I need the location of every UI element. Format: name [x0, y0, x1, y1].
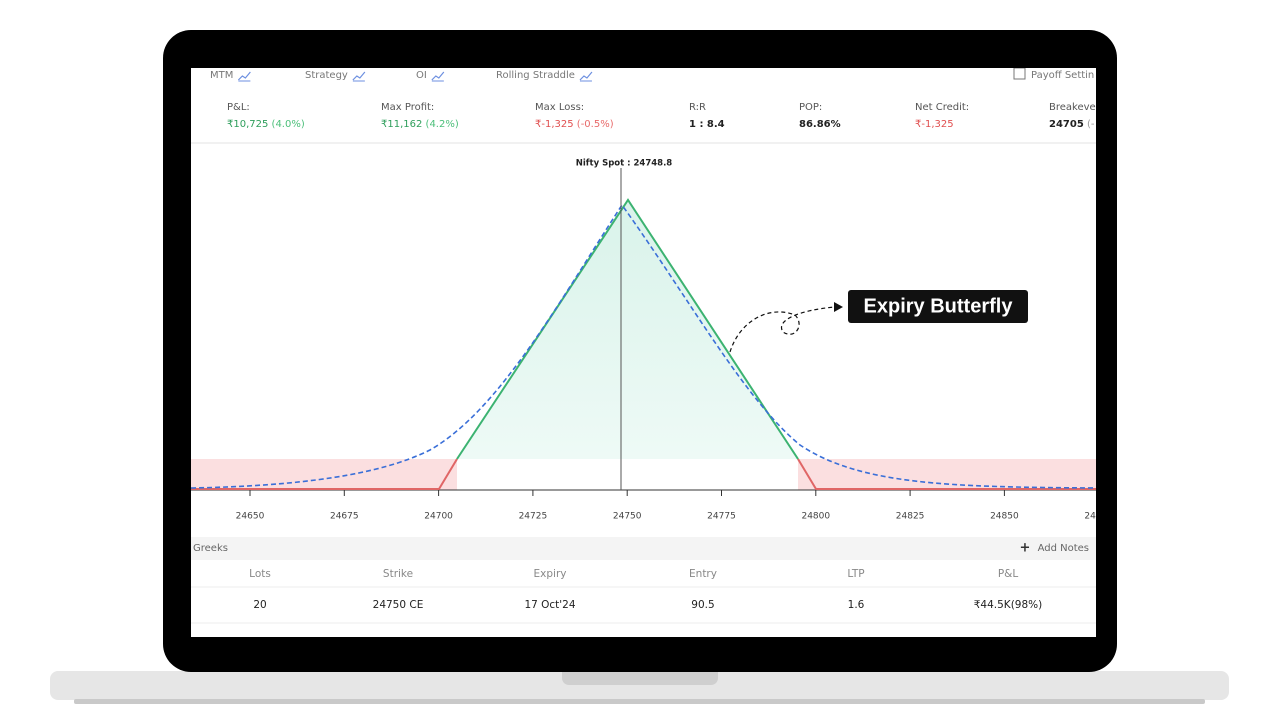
- tab[interactable]: Rolling Straddle: [496, 70, 575, 81]
- stat-value-line: 24705 (-: [1049, 119, 1095, 130]
- stat-value-line: 86.86%: [799, 119, 841, 130]
- stat-value: 24705: [1049, 119, 1084, 130]
- arrow-head: [834, 302, 843, 312]
- annotation-box: [848, 290, 1028, 323]
- table-cell: 20: [253, 599, 266, 611]
- payoff-settings[interactable]: Payoff Settin: [1031, 70, 1094, 81]
- stat-label: Net Credit:: [915, 102, 969, 113]
- tab-icon: [237, 71, 251, 81]
- stat-label: Max Loss:: [535, 102, 584, 113]
- table-header: Expiry: [534, 568, 567, 580]
- stat-value: ₹10,725: [227, 119, 268, 130]
- table-cell: 90.5: [691, 599, 714, 611]
- table-header: LTP: [847, 568, 864, 580]
- profit-zone: [457, 200, 798, 459]
- x-tick-label: 24825: [896, 512, 925, 522]
- x-tick-label: 24675: [330, 512, 359, 522]
- plus-icon: +: [1020, 541, 1031, 556]
- stat-label: Max Profit:: [381, 102, 434, 113]
- stat-value-line: ₹-1,325 (-0.5%): [535, 119, 614, 130]
- x-tick-label: 24700: [424, 512, 453, 522]
- loss-zone: [191, 459, 457, 490]
- payoff-loss: [191, 458, 458, 490]
- table-cell: 1.6: [848, 599, 865, 611]
- stat-value: 1 : 8.4: [689, 119, 725, 130]
- tab[interactable]: OI: [416, 70, 427, 81]
- tab[interactable]: MTM: [210, 70, 233, 81]
- stat-value-line: ₹10,725 (4.0%): [227, 119, 305, 130]
- laptop-shadow: [74, 699, 1205, 704]
- stat-label: P&L:: [227, 102, 250, 113]
- tab-icon: [431, 71, 445, 81]
- add-notes[interactable]: Add Notes: [1038, 543, 1089, 554]
- checkbox[interactable]: [1013, 68, 1026, 80]
- table-header: Strike: [383, 568, 413, 580]
- tab[interactable]: Strategy: [305, 70, 348, 81]
- x-tick-label: 24850: [990, 512, 1019, 522]
- tab-icon: [579, 71, 593, 81]
- stat-value-line: ₹11,162 (4.2%): [381, 119, 459, 130]
- x-tick-label: 24875: [1084, 512, 1113, 522]
- table-header: P&L: [998, 568, 1019, 580]
- greeks-bar: [191, 537, 1096, 560]
- stat-value-line: 1 : 8.4: [689, 119, 725, 130]
- table-cell: ₹44.5K(98%): [974, 599, 1042, 611]
- tab-icon: [352, 71, 366, 81]
- stat-label: POP:: [799, 102, 822, 113]
- table-header: Entry: [689, 568, 717, 580]
- stat-value-line: ₹-1,325: [915, 119, 954, 130]
- table-cell: 24750 CE: [373, 599, 424, 611]
- x-tick-label: 24650: [236, 512, 265, 522]
- stat-label: Breakeve: [1049, 102, 1096, 113]
- stat-value: 86.86%: [799, 119, 841, 130]
- stat-label: R:R: [689, 102, 706, 113]
- payoff-expiry: [456, 198, 799, 460]
- annotation-text: Expiry Butterfly: [864, 295, 1014, 317]
- annotation-arrow: [729, 306, 836, 353]
- stat-change: (4.0%): [272, 119, 305, 130]
- stat-value: ₹11,162: [381, 119, 422, 130]
- stat-change: (-: [1087, 119, 1095, 130]
- stat-value: ₹-1,325: [915, 119, 954, 130]
- spot-label: Nifty Spot : 24748.8: [576, 159, 673, 169]
- x-tick-label: 24775: [707, 512, 736, 522]
- greeks-title[interactable]: Greeks: [193, 543, 228, 554]
- x-tick-label: 24800: [801, 512, 830, 522]
- loss-zone: [798, 459, 1096, 490]
- laptop-notch: [562, 671, 718, 685]
- stat-value: ₹-1,325: [535, 119, 574, 130]
- table-header: Lots: [249, 568, 271, 580]
- stat-change: (4.2%): [426, 119, 459, 130]
- stat-change: (-0.5%): [577, 119, 614, 130]
- screen-content: Payoff Settin Nifty Spot : 24748.8 Expir…: [191, 68, 1113, 624]
- payoff-loss: [797, 458, 1096, 490]
- table-cell: 17 Oct'24: [524, 599, 575, 611]
- x-tick-label: 24725: [519, 512, 548, 522]
- x-tick-label: 24750: [613, 512, 642, 522]
- laptop-base: [50, 671, 1229, 700]
- tab-bar: [191, 68, 1096, 88]
